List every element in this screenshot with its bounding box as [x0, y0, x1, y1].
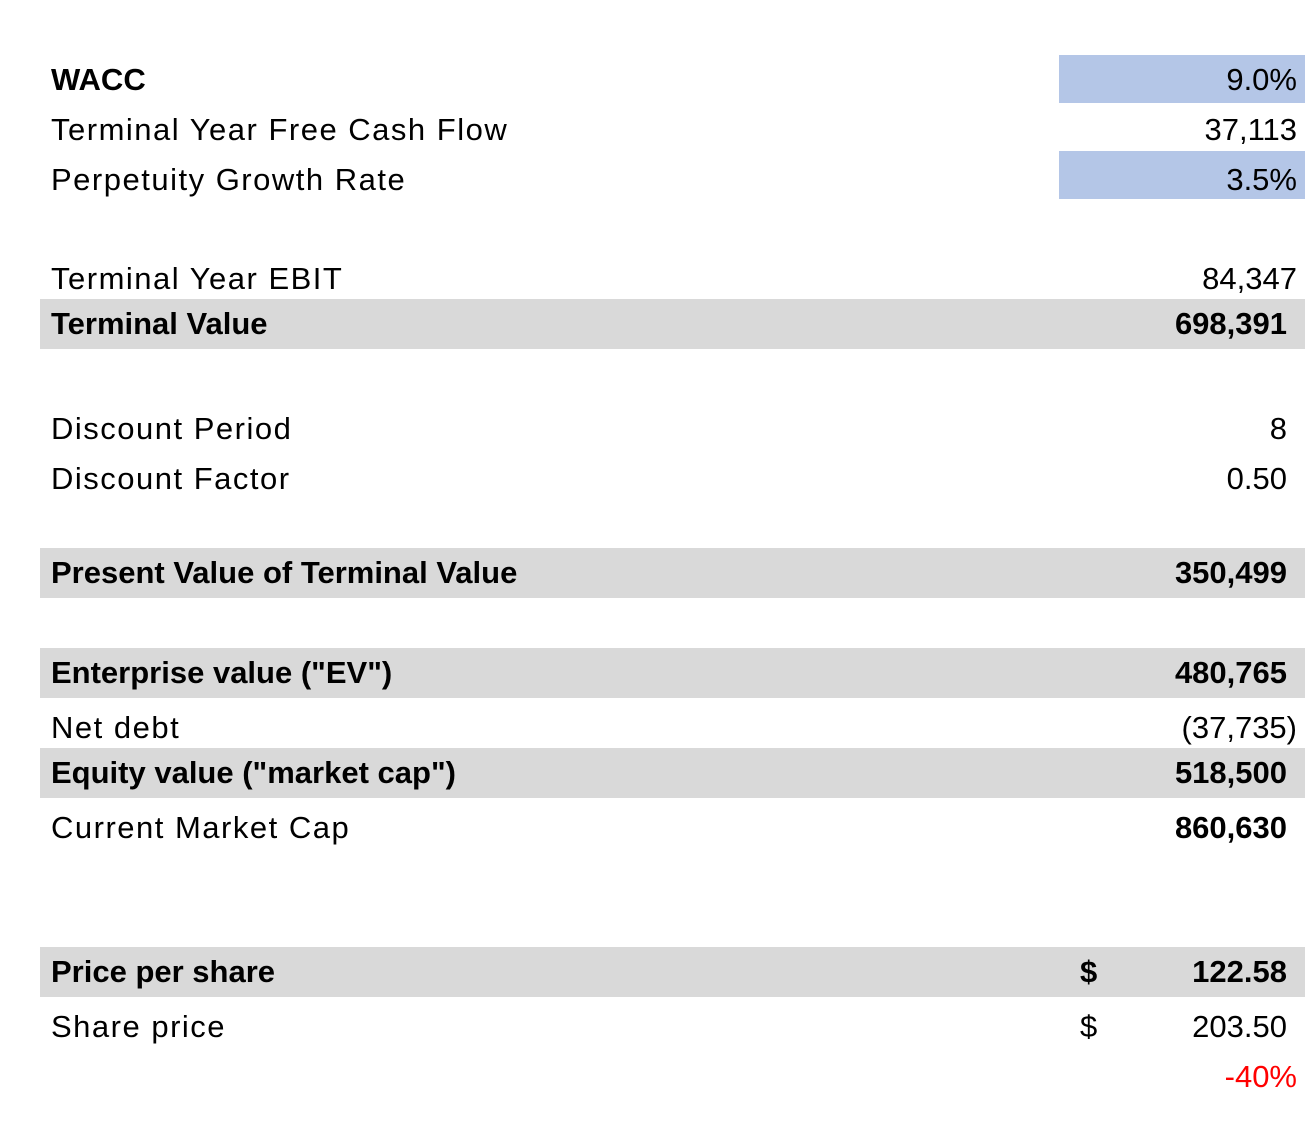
row-terminal-fcf: Terminal Year Free Cash Flow 37,113: [40, 105, 1305, 155]
row-equity-value: Equity value ("market cap") 518,500: [40, 748, 1305, 798]
wacc-value[interactable]: 9.0%: [1226, 62, 1297, 97]
pv-terminal-value-label: Present Value of Terminal Value: [51, 555, 518, 590]
enterprise-value-value: 480,765: [1174, 655, 1287, 690]
equity-value-label: Equity value ("market cap"): [51, 755, 456, 790]
growth-rate-value[interactable]: 3.5%: [1226, 162, 1297, 197]
row-terminal-ebit: Terminal Year EBIT 84,347: [40, 254, 1305, 304]
terminal-ebit-value: 84,347: [1202, 261, 1297, 296]
row-growth-rate: Perpetuity Growth Rate 3.5%: [40, 151, 1305, 205]
row-pv-terminal-value: Present Value of Terminal Value 350,499: [40, 548, 1305, 598]
pv-terminal-value-value: 350,499: [1174, 555, 1287, 590]
row-net-debt: Net debt (37,735): [40, 703, 1305, 753]
share-price-currency: $: [1080, 1009, 1098, 1044]
row-wacc: WACC 9.0%: [40, 55, 1305, 105]
current-market-cap-label: Current Market Cap: [51, 810, 351, 845]
discount-period-value: 8: [1269, 411, 1287, 446]
growth-rate-input-cell[interactable]: [1059, 151, 1305, 199]
price-per-share-currency: $: [1080, 954, 1098, 989]
upside-value: -40%: [1224, 1059, 1297, 1094]
discount-factor-value: 0.50: [1226, 461, 1287, 496]
terminal-fcf-label: Terminal Year Free Cash Flow: [51, 112, 509, 147]
row-upside: -40%: [40, 1052, 1305, 1102]
row-share-price: Share price $ 203.50: [40, 1002, 1305, 1052]
current-market-cap-value: 860,630: [1174, 810, 1287, 845]
net-debt-value: (37,735): [1181, 710, 1297, 745]
terminal-fcf-value: 37,113: [1204, 112, 1297, 147]
row-discount-period: Discount Period 8: [40, 404, 1305, 454]
net-debt-label: Net debt: [51, 710, 181, 745]
terminal-ebit-label: Terminal Year EBIT: [51, 261, 344, 296]
equity-value-value: 518,500: [1174, 755, 1287, 790]
price-per-share-label: Price per share: [51, 954, 276, 989]
wacc-input-cell[interactable]: [1059, 55, 1305, 103]
terminal-value-label: Terminal Value: [51, 306, 268, 341]
share-price-value: 203.50: [1192, 1009, 1287, 1044]
row-terminal-value: Terminal Value 698,391: [40, 299, 1305, 349]
wacc-label: WACC: [51, 62, 146, 97]
discount-period-label: Discount Period: [51, 411, 293, 446]
discount-factor-label: Discount Factor: [51, 461, 291, 496]
share-price-label: Share price: [51, 1009, 227, 1044]
row-price-per-share: Price per share $ 122.58: [40, 947, 1305, 997]
price-per-share-value: 122.58: [1192, 954, 1287, 989]
row-current-market-cap: Current Market Cap 860,630: [40, 803, 1305, 853]
terminal-value-value: 698,391: [1174, 306, 1287, 341]
row-enterprise-value: Enterprise value ("EV") 480,765: [40, 648, 1305, 698]
row-discount-factor: Discount Factor 0.50: [40, 454, 1305, 504]
enterprise-value-label: Enterprise value ("EV"): [51, 655, 393, 690]
growth-rate-label: Perpetuity Growth Rate: [51, 162, 407, 197]
